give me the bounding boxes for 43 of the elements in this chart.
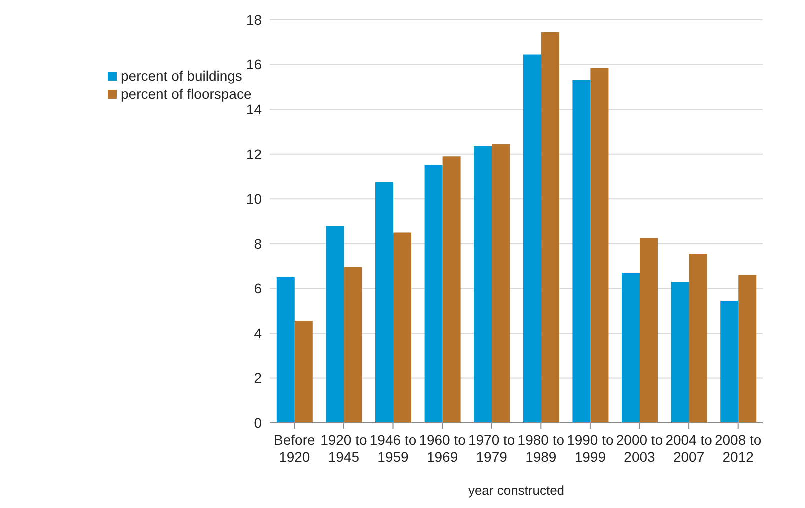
- bar: [294, 321, 313, 423]
- y-tick-label: 2: [254, 370, 262, 386]
- bar: [640, 238, 658, 423]
- bar: [424, 166, 443, 423]
- bar: [344, 267, 362, 423]
- legend-label: percent of floorspace: [121, 86, 252, 102]
- bar: [590, 68, 609, 423]
- y-tick-label: 8: [254, 236, 262, 252]
- y-tick-label: 10: [246, 191, 262, 208]
- bar: [720, 300, 739, 423]
- bar: [572, 80, 591, 423]
- y-tick-label: 0: [254, 414, 262, 431]
- y-tick-label: 16: [246, 56, 262, 73]
- y-tick-label: 14: [246, 102, 262, 118]
- y-tick-label: 18: [246, 12, 262, 28]
- x-tick-label: 1980 to 1989: [518, 432, 565, 465]
- x-tick-label: 1970 to 1979: [468, 432, 516, 465]
- x-axis-title: year constructed: [468, 483, 565, 498]
- bar: [689, 254, 708, 423]
- x-tick-label: 1946 to 1959: [370, 432, 417, 465]
- x-tick-label: 1960 to 1969: [419, 432, 466, 465]
- y-tick-label: 6: [254, 280, 262, 297]
- bar: [394, 232, 412, 423]
- bar: [326, 226, 344, 423]
- x-tick-label: 1920 to 1945: [320, 432, 368, 465]
- x-tick-label: 2004 to 2007: [666, 432, 713, 465]
- bar: [738, 275, 757, 423]
- bar: [523, 54, 542, 423]
- bar: [492, 144, 510, 423]
- legend-label: percent of buildings: [121, 68, 242, 84]
- x-tick-label: 2008 to 2012: [714, 432, 762, 465]
- bar: [622, 272, 640, 423]
- y-tick-label: 12: [246, 146, 262, 162]
- bar: [671, 282, 690, 423]
- bar: [474, 146, 492, 423]
- bar: [541, 32, 560, 423]
- bar: [442, 156, 461, 423]
- x-tick-label: 1990 to 1999: [567, 432, 614, 465]
- bar: [376, 182, 394, 423]
- bar: [276, 277, 295, 423]
- x-tick-label: Before 1920: [274, 432, 316, 465]
- y-tick-label: 4: [254, 325, 262, 342]
- x-tick-label: 2000 to 2003: [616, 432, 664, 465]
